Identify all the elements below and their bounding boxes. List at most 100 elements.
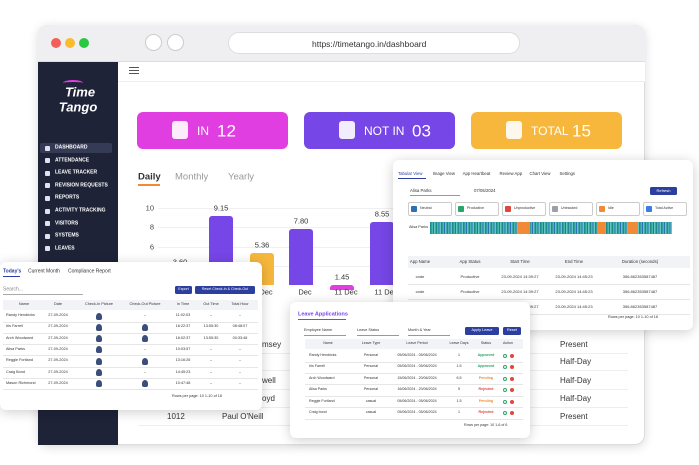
select-line xyxy=(410,195,460,196)
menu-item[interactable]: REVISION REQUESTS xyxy=(55,182,108,189)
filter-select[interactable]: Leave Status xyxy=(357,328,380,333)
approve-action[interactable] xyxy=(503,411,507,415)
menu-icon xyxy=(45,233,50,239)
menu-item[interactable]: ACTIVITY TRACKING xyxy=(55,207,106,214)
legend-box xyxy=(408,202,452,216)
view-tab[interactable]: Settings xyxy=(559,170,576,176)
grid-line xyxy=(158,208,408,209)
approve-action[interactable] xyxy=(503,388,507,393)
leave-panel xyxy=(290,302,530,438)
legend-box xyxy=(502,202,546,216)
attendance-tab[interactable]: Compliance Report xyxy=(68,268,111,275)
reset-button[interactable] xyxy=(195,286,255,294)
attendance-tab[interactable]: Today's xyxy=(3,268,22,275)
attendance-tab[interactable]: Current Month xyxy=(28,268,60,275)
window-button[interactable] xyxy=(65,38,75,48)
cell-date: 27-09-2024 xyxy=(48,369,68,374)
period-tab[interactable]: Monthly xyxy=(175,171,209,183)
approve-action[interactable] xyxy=(503,365,507,370)
refresh-button[interactable] xyxy=(650,187,677,195)
date-input[interactable]: 07/05/2024 xyxy=(474,187,496,193)
button-label: Apply Leave xyxy=(471,328,493,333)
hamburger-line xyxy=(129,67,139,69)
table-cell: Personal xyxy=(363,353,379,358)
menu-active[interactable] xyxy=(40,143,112,153)
reject-action[interactable] xyxy=(510,365,514,370)
employee-select[interactable]: Alisa Parks xyxy=(410,187,432,193)
cell-name: Mason Richmond xyxy=(6,380,36,385)
stat-card xyxy=(137,112,288,149)
export-button[interactable] xyxy=(175,286,192,294)
table-cell: 23-09-2024 14:39:27 xyxy=(501,274,539,279)
bar-value-label: 3.60 xyxy=(173,258,188,266)
column-header: Out Time xyxy=(203,302,219,307)
table-cell: 5 xyxy=(458,387,460,392)
cell-out: 13:55:30 xyxy=(203,324,219,329)
search-input[interactable]: Search... xyxy=(3,286,24,293)
table-cell: Present xyxy=(560,340,588,349)
legend-swatch xyxy=(411,205,417,212)
menu-item[interactable]: ATTENDANCE xyxy=(55,157,90,164)
view-tab[interactable]: Tabular View xyxy=(398,170,423,176)
window-button[interactable] xyxy=(51,38,61,48)
approve-action[interactable] xyxy=(503,354,507,358)
stat-label: TOTAL xyxy=(531,123,569,138)
column-header: Leave Period xyxy=(406,341,428,346)
tab-underline xyxy=(3,276,20,277)
bar-value-label: 1.45 xyxy=(334,272,350,282)
menu-item[interactable]: LEAVES xyxy=(55,245,75,252)
window-button[interactable] xyxy=(79,38,89,48)
cell-out: 13:55:30 xyxy=(203,335,219,340)
check-in-picture xyxy=(96,346,102,354)
title-underline xyxy=(298,319,346,320)
bar xyxy=(330,285,354,291)
table-cell: 23-09-2024 14:45:23 xyxy=(555,304,593,309)
cell-total: -- xyxy=(238,313,242,318)
menu-item[interactable]: VISITORS xyxy=(55,220,79,227)
view-tab[interactable]: App Heartbeat xyxy=(462,170,491,176)
table-cell: 1.5 xyxy=(456,398,462,403)
hamburger-line xyxy=(129,70,139,72)
period-tab[interactable]: Yearly xyxy=(228,171,255,183)
check-out-picture xyxy=(142,357,148,365)
reject-action[interactable] xyxy=(510,354,514,358)
column-header: Leave Days xyxy=(449,341,469,346)
x-tick-label: Dec xyxy=(259,287,273,297)
cell-total: 08:48:07 xyxy=(232,324,248,329)
reject-action[interactable] xyxy=(510,399,514,404)
reject-action[interactable] xyxy=(510,388,514,393)
view-tab[interactable]: Review App xyxy=(499,170,523,176)
y-tick-label: 10 xyxy=(145,203,154,213)
approve-action[interactable] xyxy=(503,399,507,404)
menu-item[interactable]: DASHBOARD xyxy=(55,144,88,151)
table-cell: 05/06/2024 - 05/06/2024 xyxy=(397,410,437,415)
approve-action[interactable] xyxy=(503,376,507,381)
reset-button[interactable] xyxy=(503,327,521,335)
table-cell: code xyxy=(415,289,425,294)
legend-swatch xyxy=(505,205,511,212)
column-header: Date xyxy=(53,302,63,307)
view-tab[interactable]: Image View xyxy=(432,170,455,176)
filter-select[interactable]: Month & Year xyxy=(408,328,431,333)
table-cell: Iris Farrell xyxy=(309,364,325,369)
filter-select[interactable]: Employee Name xyxy=(304,328,333,333)
table-cell: 05/06/2024 - 05/06/2024 xyxy=(397,364,437,369)
menu-item[interactable]: REPORTS xyxy=(55,194,80,201)
column-header: Duration (seconds) xyxy=(621,258,659,264)
address-bar[interactable] xyxy=(228,32,520,54)
menu-item[interactable]: SYSTEMS xyxy=(55,232,79,239)
idle-block xyxy=(597,222,605,234)
table-cell: 356.862353587487 xyxy=(622,274,658,279)
reject-action[interactable] xyxy=(510,376,514,381)
legend-swatch xyxy=(599,205,605,212)
back-button[interactable] xyxy=(145,34,162,51)
column-header: Start Time xyxy=(510,258,530,264)
menu-item[interactable]: LEAVE TRACKER xyxy=(55,169,98,176)
bar xyxy=(370,221,394,285)
reject-action[interactable] xyxy=(510,411,514,415)
period-tab[interactable]: Daily xyxy=(138,171,161,183)
view-tab[interactable]: Chart View xyxy=(529,170,551,176)
forward-button[interactable] xyxy=(167,34,184,51)
cell-date: 27-09-2024 xyxy=(48,313,68,318)
apply-button[interactable] xyxy=(465,327,499,335)
